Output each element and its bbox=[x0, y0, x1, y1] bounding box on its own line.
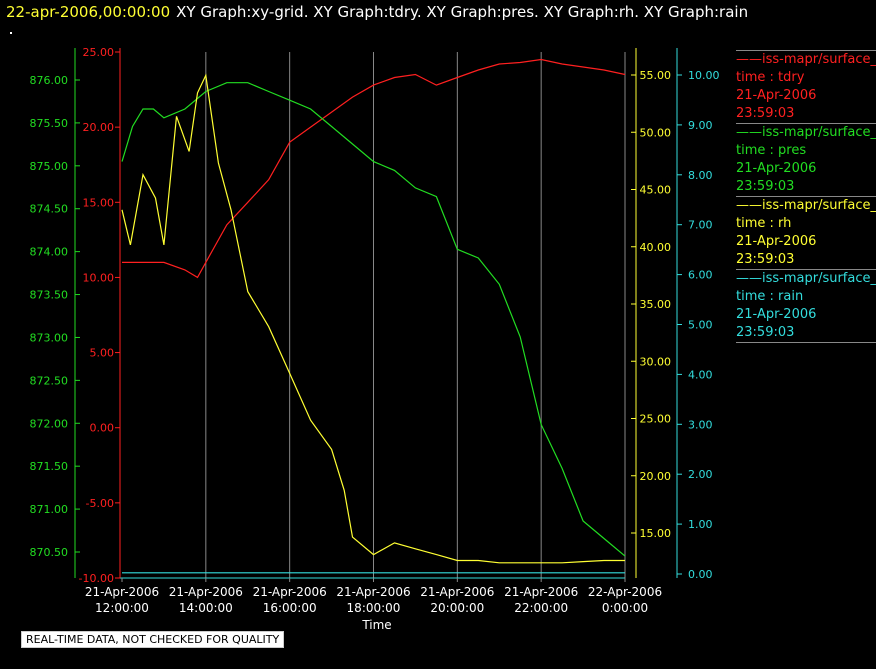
y-tick-label-rh: 20.00 bbox=[640, 470, 672, 483]
x-tick-label: 21-Apr-2006 bbox=[253, 585, 327, 599]
x-tick-label: 21-Apr-2006 bbox=[336, 585, 410, 599]
y-tick-label-pres: 873.50 bbox=[30, 289, 69, 302]
y-tick-label-rh: 55.00 bbox=[640, 69, 672, 82]
y-tick-label-rain: 1.00 bbox=[688, 518, 713, 531]
y-tick-label-rain: 5.00 bbox=[688, 319, 713, 332]
y-tick-label-rain: 6.00 bbox=[688, 269, 713, 282]
legend-date: 21-Apr-2006 bbox=[736, 307, 817, 322]
y-tick-label-tdry: 20.00 bbox=[83, 121, 115, 134]
x-tick-label: 22:00:00 bbox=[514, 601, 568, 615]
y-tick-label-rain: 3.00 bbox=[688, 418, 713, 431]
y-tick-label-rain: 4.00 bbox=[688, 368, 713, 381]
x-tick-label: 21-Apr-2006 bbox=[504, 585, 578, 599]
y-tick-label-pres: 874.00 bbox=[30, 246, 69, 259]
marker-dot bbox=[10, 32, 12, 34]
legend-time: 23:59:03 bbox=[736, 179, 795, 194]
x-tick-label: 22-Apr-2006 bbox=[588, 585, 662, 599]
y-tick-label-pres: 874.50 bbox=[30, 203, 69, 216]
y-tick-label-tdry: 15.00 bbox=[83, 196, 115, 209]
y-tick-label-rain: 8.00 bbox=[688, 169, 713, 182]
legend-name: ——iss-mapr/surface_ bbox=[736, 125, 876, 140]
y-tick-label-tdry: 0.00 bbox=[90, 422, 115, 435]
x-tick-label: 16:00:00 bbox=[263, 601, 317, 615]
header-titles: XY Graph:xy-grid. XY Graph:tdry. XY Grap… bbox=[176, 3, 749, 21]
legend-date: 21-Apr-2006 bbox=[736, 88, 817, 103]
y-tick-label-rain: 9.00 bbox=[688, 119, 713, 132]
legend-date: 21-Apr-2006 bbox=[736, 234, 817, 249]
y-tick-label-pres: 872.50 bbox=[30, 374, 69, 387]
y-tick-label-rh: 35.00 bbox=[640, 298, 672, 311]
x-tick-label: 18:00:00 bbox=[347, 601, 401, 615]
legend-entry-rh: ——iss-mapr/surface_time : rh 21-Apr-2006 2… bbox=[736, 196, 876, 269]
series-line-pres bbox=[121, 82, 626, 557]
x-tick-label: 21-Apr-2006 bbox=[85, 585, 159, 599]
legend-date: 21-Apr-2006 bbox=[736, 161, 817, 176]
y-tick-label-pres: 871.00 bbox=[30, 503, 69, 516]
x-tick-label: 0:00:00 bbox=[602, 601, 648, 615]
y-tick-label-rh: 45.00 bbox=[640, 184, 672, 197]
y-tick-label-rain: 0.00 bbox=[688, 568, 713, 581]
y-tick-label-pres: 873.00 bbox=[30, 331, 69, 344]
legend-time: 23:59:03 bbox=[736, 325, 795, 340]
y-tick-label-pres: 875.50 bbox=[30, 117, 69, 130]
legend: ——iss-mapr/surface_ time : tdry 21-Apr-200… bbox=[736, 50, 876, 343]
graph-header: 22-apr-2006,00:00:00 XY Graph:xy-grid. XY… bbox=[6, 3, 748, 21]
y-tick-label-rh: 40.00 bbox=[640, 241, 672, 254]
series-line-tdry bbox=[122, 58, 626, 279]
legend-time: 23:59:03 bbox=[736, 106, 795, 121]
y-tick-label-tdry: -10.00 bbox=[79, 572, 114, 585]
legend-name: ——iss-mapr/surface_ bbox=[736, 198, 876, 213]
legend-var: time : rain bbox=[736, 289, 804, 304]
legend-name: ——iss-mapr/surface_ bbox=[736, 271, 876, 286]
legend-entry-pres: ——iss-mapr/surface_time : pres 21-Apr-200… bbox=[736, 123, 876, 196]
x-tick-label: 12:00:00 bbox=[95, 601, 149, 615]
y-tick-label-pres: 870.50 bbox=[30, 546, 69, 559]
y-tick-label-tdry: -5.00 bbox=[86, 497, 114, 510]
y-tick-label-rain: 10.00 bbox=[688, 69, 720, 82]
x-tick-label: 21-Apr-2006 bbox=[169, 585, 243, 599]
y-tick-label-tdry: 5.00 bbox=[90, 347, 115, 360]
series-line-rh bbox=[121, 73, 625, 564]
y-tick-label-rain: 7.00 bbox=[688, 219, 713, 232]
quality-disclaimer: REAL-TIME DATA, NOT CHECKED FOR QUALITY bbox=[21, 631, 285, 648]
legend-entry-tdry: ——iss-mapr/surface_time : tdry 21-Apr-200… bbox=[736, 50, 876, 123]
y-tick-label-pres: 871.50 bbox=[30, 460, 69, 473]
x-tick-label: 14:00:00 bbox=[179, 601, 233, 615]
legend-entry-rain: ——iss-mapr/surface_time : rain 21-Apr-200… bbox=[736, 269, 876, 343]
y-tick-label-rh: 15.00 bbox=[640, 527, 672, 540]
y-tick-label-rh: 50.00 bbox=[640, 126, 672, 139]
x-tick-label: 21-Apr-2006 bbox=[420, 585, 494, 599]
legend-var: time : tdry bbox=[736, 70, 805, 85]
y-tick-label-tdry: 10.00 bbox=[83, 271, 115, 284]
legend-name: ——iss-mapr/surface_ bbox=[736, 52, 876, 67]
legend-var: time : pres bbox=[736, 143, 807, 158]
y-tick-label-pres: 876.00 bbox=[30, 74, 69, 87]
y-tick-label-pres: 875.00 bbox=[30, 160, 69, 173]
x-axis-label: Time bbox=[361, 618, 391, 632]
legend-var: time : rh bbox=[736, 216, 792, 231]
x-tick-label: 20:00:00 bbox=[430, 601, 484, 615]
y-tick-label-rain: 2.00 bbox=[688, 468, 713, 481]
y-tick-label-rh: 25.00 bbox=[640, 413, 672, 426]
header-date: 22-apr-2006,00:00:00 bbox=[6, 3, 171, 21]
y-tick-label-pres: 872.00 bbox=[30, 417, 69, 430]
y-tick-label-tdry: 25.00 bbox=[83, 46, 115, 59]
y-tick-label-rh: 30.00 bbox=[640, 355, 672, 368]
legend-time: 23:59:03 bbox=[736, 252, 795, 267]
